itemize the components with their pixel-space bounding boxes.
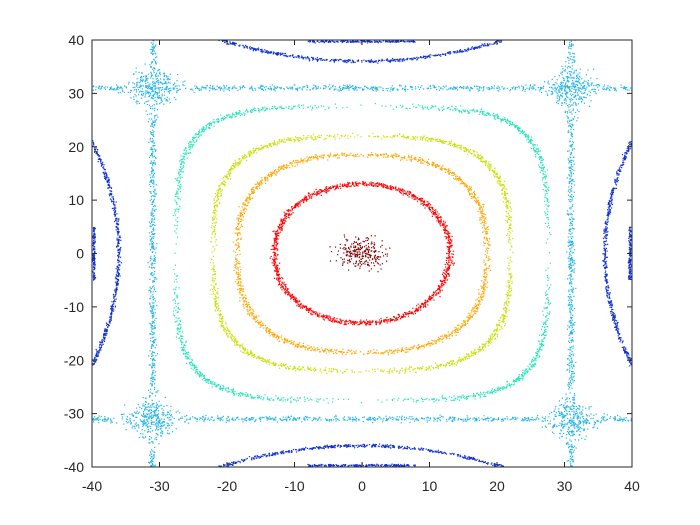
x-tick-label: 20: [489, 478, 505, 494]
x-axis: -40 -30 -20 -10 0 10 20 30 40: [82, 40, 640, 494]
y-axis: 40 30 20 10 0 -10 -20 -30 -40: [64, 32, 632, 475]
y-tick-label: 0: [76, 246, 84, 262]
series-1: [269, 180, 455, 326]
y-tick-label: -10: [64, 299, 84, 315]
x-tick-label: 40: [624, 478, 640, 494]
series-5: [92, 40, 632, 467]
x-tick-label: -20: [217, 478, 237, 494]
x-tick-label: 30: [557, 478, 573, 494]
y-tick-label: 10: [68, 192, 84, 208]
series-0: [329, 234, 391, 273]
y-tick-label: 30: [68, 85, 84, 101]
series-3: [209, 132, 514, 375]
x-tick-label: 0: [358, 478, 366, 494]
x-tick-label: -30: [149, 478, 169, 494]
series-2: [232, 151, 492, 356]
x-tick-label: 10: [422, 478, 438, 494]
x-tick-label: -40: [82, 478, 102, 494]
y-tick-label: -20: [64, 352, 84, 368]
y-tick-label: 40: [68, 32, 84, 48]
x-tick-label: -10: [284, 478, 304, 494]
data-points-layer: [92, 40, 632, 467]
series-6: [92, 40, 632, 467]
series-4: [172, 102, 552, 404]
y-tick-label: -40: [64, 459, 84, 475]
y-tick-label: 20: [68, 139, 84, 155]
y-tick-label: -30: [64, 406, 84, 422]
